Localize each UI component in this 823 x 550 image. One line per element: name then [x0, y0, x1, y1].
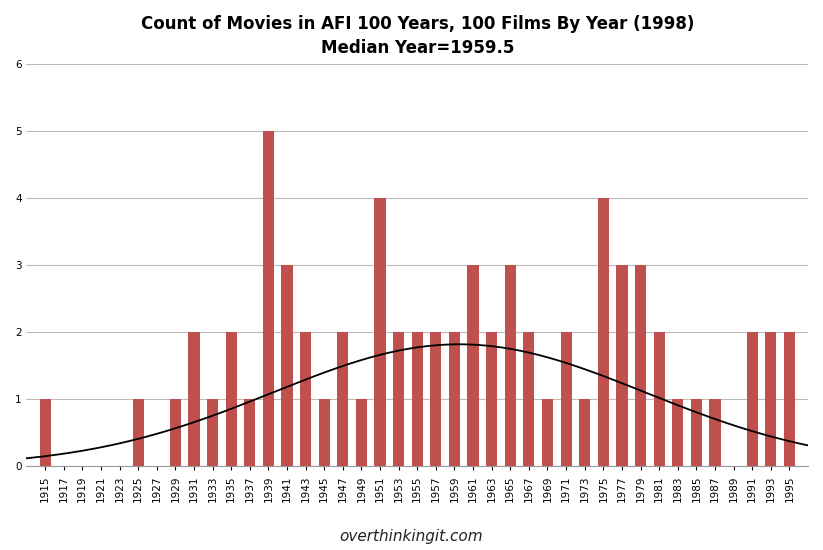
- Bar: [133, 399, 144, 466]
- Bar: [560, 332, 572, 466]
- Bar: [672, 399, 683, 466]
- Bar: [263, 131, 274, 466]
- Bar: [319, 399, 330, 466]
- Bar: [393, 332, 404, 466]
- Bar: [579, 399, 590, 466]
- Bar: [653, 332, 665, 466]
- Bar: [690, 399, 702, 466]
- Bar: [597, 198, 609, 466]
- Text: overthinkingit.com: overthinkingit.com: [340, 530, 483, 544]
- Title: Count of Movies in AFI 100 Years, 100 Films By Year (1998)
Median Year=1959.5: Count of Movies in AFI 100 Years, 100 Fi…: [141, 15, 694, 57]
- Bar: [300, 332, 311, 466]
- Bar: [635, 265, 646, 466]
- Bar: [170, 399, 181, 466]
- Bar: [226, 332, 237, 466]
- Bar: [188, 332, 199, 466]
- Bar: [616, 265, 627, 466]
- Bar: [523, 332, 534, 466]
- Bar: [374, 198, 386, 466]
- Bar: [542, 399, 553, 466]
- Bar: [412, 332, 423, 466]
- Bar: [504, 265, 516, 466]
- Bar: [783, 332, 795, 466]
- Bar: [40, 399, 51, 466]
- Bar: [430, 332, 441, 466]
- Bar: [486, 332, 497, 466]
- Bar: [709, 399, 721, 466]
- Bar: [467, 265, 479, 466]
- Bar: [244, 399, 255, 466]
- Bar: [746, 332, 758, 466]
- Bar: [449, 332, 460, 466]
- Bar: [356, 399, 367, 466]
- Bar: [337, 332, 348, 466]
- Bar: [765, 332, 776, 466]
- Bar: [281, 265, 292, 466]
- Bar: [207, 399, 218, 466]
